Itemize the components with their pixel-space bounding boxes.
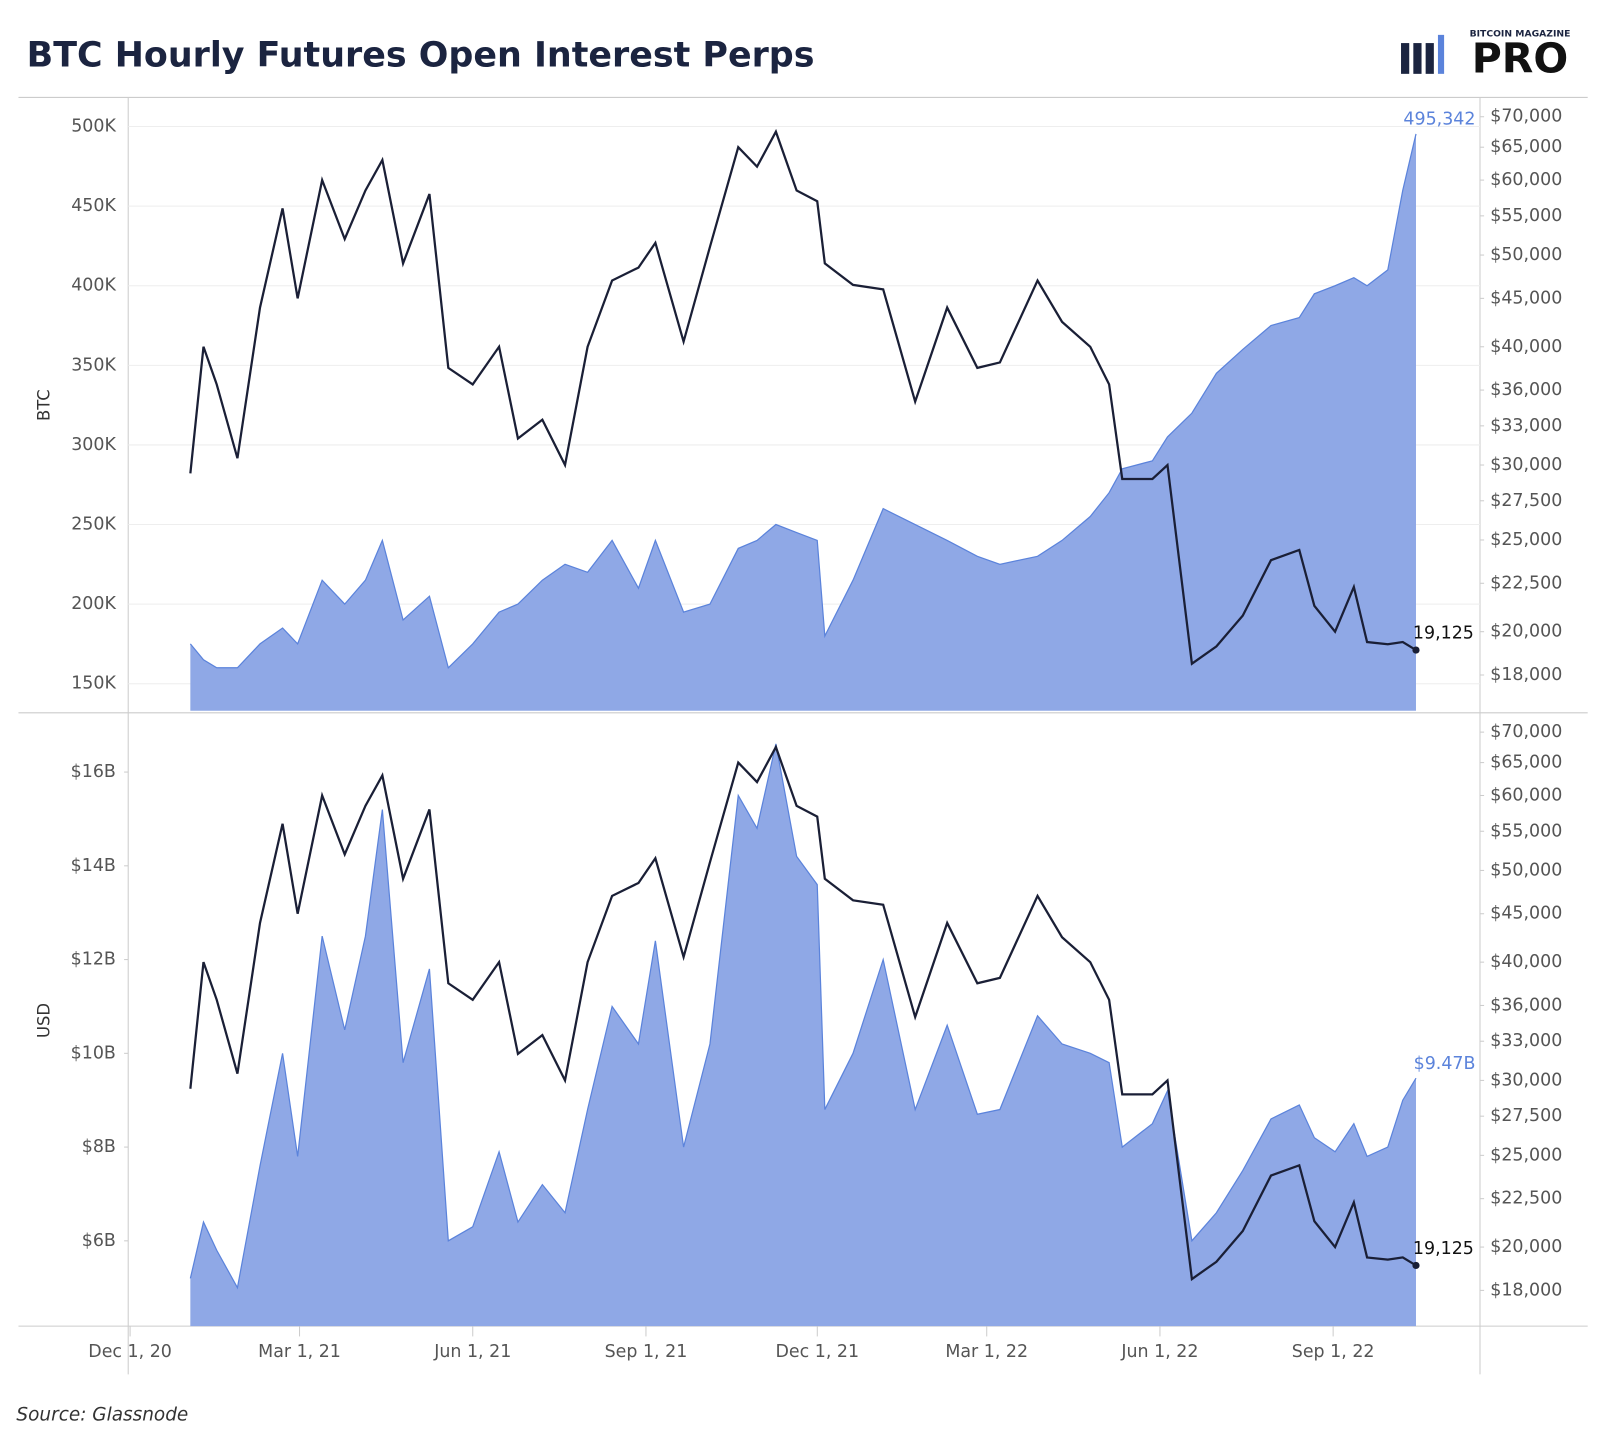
y-tick-label: $14B (71, 856, 116, 876)
x-tick-label: Jun 1, 22 (1120, 1342, 1198, 1362)
y-axis-label: BTC (35, 389, 54, 421)
line (189, 128, 1417, 666)
y2-tick-label: $40,000 (1490, 952, 1562, 972)
y-tick-label: $8B (82, 1137, 116, 1157)
y2-tick-label: $27,500 (1490, 491, 1562, 511)
y2-tick-label: $18,000 (1490, 1280, 1562, 1300)
y2-tick-label: $22,500 (1490, 573, 1562, 593)
y2-tick-label: $30,000 (1490, 1070, 1562, 1090)
x-tick-label: Mar 1, 22 (945, 1342, 1028, 1362)
y2-tick-label: $36,000 (1490, 995, 1562, 1015)
x-tick-label: Mar 1, 21 (258, 1342, 341, 1362)
y2-tick-label: $33,000 (1490, 1031, 1562, 1051)
y2-tick-label: $30,000 (1490, 455, 1562, 475)
logo-main: PRO (1472, 35, 1569, 83)
y2-tick-label: $20,000 (1490, 622, 1562, 642)
y-tick-label: 200K (71, 594, 116, 614)
value-label: 19,125 (1413, 1239, 1474, 1259)
y-tick-label: $12B (71, 950, 116, 970)
y2-tick-label: $45,000 (1490, 904, 1562, 924)
y2-tick-label: $33,000 (1490, 416, 1562, 436)
x-tick-label: Sep 1, 21 (605, 1342, 688, 1362)
y2-tick-label: $70,000 (1490, 722, 1562, 742)
y2-tick-label: $50,000 (1490, 860, 1562, 880)
y2-tick-label: $55,000 (1490, 206, 1562, 226)
y2-tick-label: $27,500 (1490, 1106, 1562, 1126)
source: Source: Glassnode (16, 1404, 188, 1425)
y-tick-label: $16B (71, 762, 116, 782)
end-point (1412, 1261, 1420, 1270)
y-tick-label: 400K (71, 276, 116, 296)
end-point (1412, 646, 1420, 654)
y2-tick-label: $25,000 (1490, 1145, 1562, 1165)
y2-tick-label: $70,000 (1490, 107, 1562, 127)
x-tick-label: Dec 1, 20 (88, 1342, 172, 1362)
x-tick-label: Sep 1, 22 (1292, 1342, 1375, 1362)
y2-tick-label: $36,000 (1490, 380, 1562, 400)
y2-tick-label: $22,500 (1490, 1189, 1562, 1209)
y-tick-label: $10B (71, 1043, 116, 1063)
area (190, 743, 1417, 1327)
y2-tick-label: $55,000 (1490, 821, 1562, 841)
logo-bar (1425, 43, 1434, 74)
logo-top: BITCOIN MAGAZINE (1470, 28, 1571, 39)
y2-tick-label: $60,000 (1490, 785, 1562, 805)
logo-bar (1437, 34, 1445, 74)
y2-tick-label: $25,000 (1490, 530, 1562, 550)
y2-tick-label: $50,000 (1490, 245, 1562, 265)
y2-tick-label: $65,000 (1490, 753, 1562, 773)
y-tick-label: 300K (71, 435, 116, 455)
value-label: $9.47B (1414, 1054, 1476, 1074)
y-axis-label: USD (35, 1003, 54, 1038)
line (189, 744, 1417, 1282)
x-tick-label: Jun 1, 21 (433, 1342, 511, 1362)
y-tick-label: 450K (71, 196, 116, 216)
y-tick-label: $6B (82, 1231, 116, 1251)
logo-bar (1413, 43, 1422, 74)
y2-tick-label: $40,000 (1490, 337, 1562, 357)
x-tick-label: Dec 1, 21 (775, 1342, 859, 1362)
logo-bar (1401, 43, 1410, 74)
y-tick-label: 250K (71, 515, 116, 535)
y-tick-label: 500K (71, 117, 116, 137)
y2-tick-label: $65,000 (1490, 137, 1562, 157)
logo: BITCOIN MAGAZINE PRO (1401, 28, 1571, 83)
chart-title: BTC Hourly Futures Open Interest Perps (27, 35, 815, 75)
value-label: 495,342 (1403, 110, 1475, 130)
y-tick-label: 150K (71, 674, 116, 694)
area-edge (189, 133, 1417, 669)
value-label: 19,125 (1413, 624, 1474, 644)
y2-tick-label: $20,000 (1490, 1237, 1562, 1257)
y2-tick-label: $60,000 (1490, 170, 1562, 190)
y2-tick-label: $18,000 (1490, 665, 1562, 685)
y-tick-label: 350K (71, 355, 116, 375)
area-edge (189, 743, 1417, 1290)
area (190, 133, 1417, 711)
y2-tick-label: $45,000 (1490, 288, 1562, 308)
